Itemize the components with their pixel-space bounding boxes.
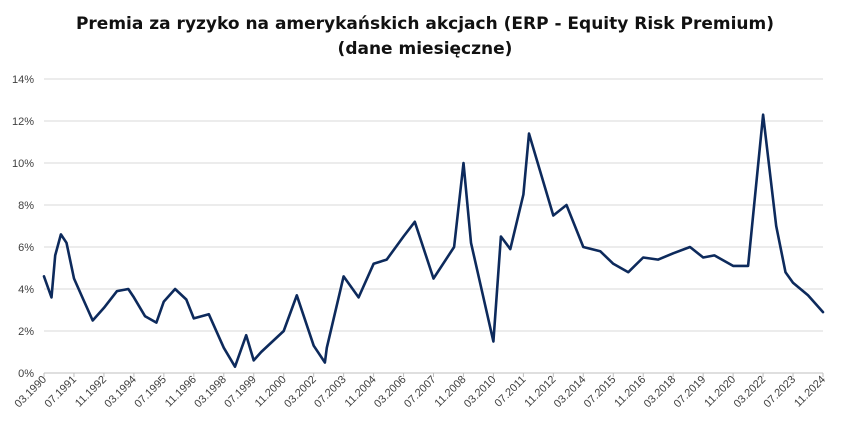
- series-line: [42, 113, 825, 369]
- data-point: [103, 307, 105, 309]
- x-tick-label: 07.2023: [762, 374, 799, 411]
- data-point: [312, 344, 315, 347]
- data-point: [43, 275, 45, 278]
- data-point: [565, 204, 568, 206]
- data-point: [185, 298, 188, 301]
- data-point: [552, 214, 555, 217]
- data-point: [775, 225, 778, 227]
- x-tick-label: 07.1991: [42, 374, 79, 411]
- data-point: [599, 250, 602, 253]
- x-tick-label: 07.2011: [492, 374, 528, 410]
- x-tick-label: 03.2002: [282, 374, 319, 411]
- data-point: [528, 132, 530, 135]
- x-tick-label: 07.1995: [132, 374, 169, 411]
- chart-title: Premia za ryzyko na amerykańskich akcjac…: [75, 14, 775, 34]
- data-point: [582, 246, 585, 248]
- data-point: [127, 288, 130, 290]
- data-point: [500, 235, 502, 238]
- data-point: [222, 346, 225, 349]
- data-point: [65, 241, 68, 244]
- x-tick-label: 11.2024: [792, 374, 828, 410]
- data-point: [73, 277, 75, 280]
- y-tick-label: 6%: [18, 242, 34, 254]
- data-point: [252, 359, 255, 362]
- data-point: [207, 313, 210, 316]
- x-tick-label: 03.2006: [372, 374, 409, 411]
- data-point: [144, 315, 147, 318]
- data-point: [657, 258, 660, 261]
- data-point: [642, 256, 645, 259]
- x-tick-label: 07.2007: [402, 374, 439, 411]
- data-point: [116, 290, 118, 292]
- data-point: [522, 193, 525, 196]
- x-axis-ticks: 03.199007.199111.199203.199407.199511.19…: [13, 373, 828, 411]
- data-point: [357, 296, 360, 299]
- data-point: [822, 311, 824, 313]
- data-point: [402, 235, 405, 238]
- data-point: [60, 233, 62, 236]
- data-point: [54, 254, 57, 257]
- data-point: [91, 319, 94, 322]
- x-tick-label: 03.2010: [462, 374, 499, 411]
- data-point: [672, 252, 675, 255]
- data-point: [807, 294, 809, 297]
- x-tick-label: 03.1994: [102, 374, 139, 411]
- data-point: [702, 256, 705, 259]
- gridlines: [44, 78, 823, 374]
- x-tick-label: 07.2003: [312, 374, 349, 411]
- data-point: [713, 254, 716, 257]
- data-point: [385, 258, 388, 261]
- data-point: [82, 298, 85, 301]
- data-point: [689, 246, 691, 248]
- data-point: [155, 321, 158, 324]
- data-point: [372, 262, 375, 265]
- y-tick-label: 12%: [12, 116, 34, 128]
- x-tick-label: 03.2014: [552, 374, 589, 411]
- data-point: [432, 277, 435, 280]
- data-point: [260, 351, 263, 353]
- data-point: [245, 334, 248, 337]
- data-point: [732, 265, 734, 267]
- x-tick-label: 03.1998: [192, 374, 229, 411]
- data-point: [612, 262, 615, 265]
- x-tick-label: 03.2018: [642, 374, 679, 411]
- data-point: [342, 275, 345, 278]
- data-point: [784, 271, 787, 274]
- y-tick-label: 0%: [18, 368, 34, 380]
- data-point: [747, 265, 749, 267]
- data-point: [762, 113, 764, 116]
- data-point: [470, 241, 472, 244]
- y-tick-label: 4%: [18, 284, 34, 296]
- series-layer: [42, 113, 825, 369]
- y-tick-label: 8%: [18, 200, 34, 212]
- data-point: [295, 294, 298, 297]
- x-tick-label: 03.2022: [732, 374, 769, 411]
- chart-subtitle: (dane miesięczne): [337, 39, 513, 59]
- data-point: [453, 246, 455, 248]
- data-point: [324, 361, 326, 364]
- data-point: [282, 330, 285, 332]
- y-tick-label: 10%: [12, 158, 34, 170]
- data-point: [174, 288, 177, 290]
- x-tick-label: 07.1999: [222, 374, 259, 411]
- data-point: [50, 296, 53, 299]
- chart-title-block: Premia za ryzyko na amerykańskich akcjac…: [0, 12, 850, 62]
- data-point: [133, 296, 135, 299]
- x-tick-label: 07.2019: [672, 374, 709, 411]
- y-tick-label: 14%: [12, 74, 34, 86]
- data-point: [462, 162, 465, 164]
- data-point: [325, 346, 328, 349]
- data-point: [162, 300, 165, 303]
- data-point: [792, 281, 794, 284]
- y-tick-label: 2%: [18, 326, 34, 338]
- data-point: [627, 271, 630, 274]
- y-axis-ticks: 0% 2% 4% 6% 8% 10% 12% 14%: [12, 74, 34, 380]
- x-tick-label: 07.2015: [582, 374, 619, 411]
- data-point: [192, 317, 195, 320]
- data-point: [492, 340, 495, 343]
- data-point: [234, 365, 236, 368]
- data-point: [413, 220, 416, 223]
- data-point: [509, 248, 512, 251]
